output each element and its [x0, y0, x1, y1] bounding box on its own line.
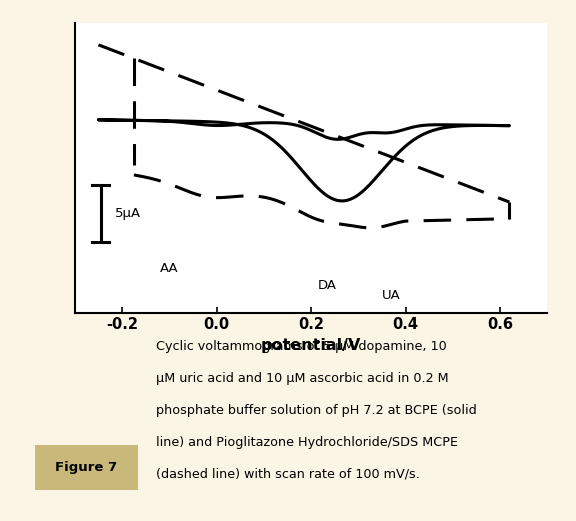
Text: DA: DA: [318, 279, 337, 292]
Text: phosphate buffer solution of pH 7.2 at BCPE (solid: phosphate buffer solution of pH 7.2 at B…: [156, 404, 476, 417]
Text: line) and Pioglitazone Hydrochloride/SDS MCPE: line) and Pioglitazone Hydrochloride/SDS…: [156, 436, 457, 449]
FancyBboxPatch shape: [35, 445, 138, 490]
Text: Cyclic voltammograms of 5 μM dopamine, 10: Cyclic voltammograms of 5 μM dopamine, 1…: [156, 340, 446, 353]
Text: 5μA: 5μA: [115, 207, 141, 220]
X-axis label: potential/V: potential/V: [261, 338, 361, 353]
Text: AA: AA: [160, 263, 179, 276]
Text: UA: UA: [382, 289, 401, 302]
Text: (dashed line) with scan rate of 100 mV/s.: (dashed line) with scan rate of 100 mV/s…: [156, 467, 419, 480]
Text: μM uric acid and 10 μM ascorbic acid in 0.2 M: μM uric acid and 10 μM ascorbic acid in …: [156, 372, 448, 385]
Text: Figure 7: Figure 7: [55, 461, 118, 474]
